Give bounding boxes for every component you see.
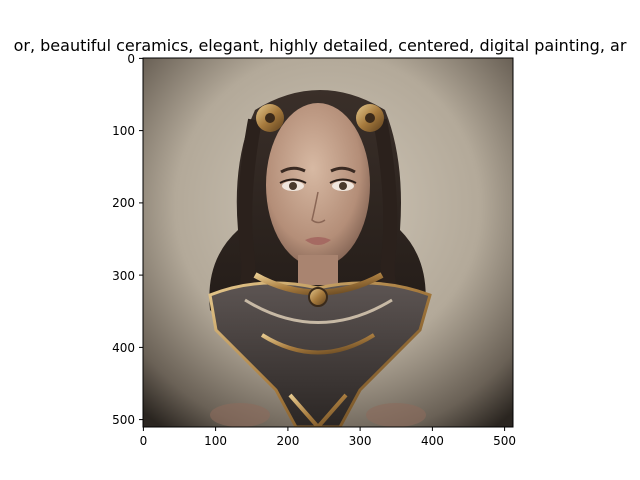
- x-tick-label: 0: [140, 434, 148, 448]
- hair-ornament-right: [356, 104, 384, 132]
- axes-frame: [142, 57, 514, 428]
- x-tick-label: 200: [276, 434, 299, 448]
- face: [266, 103, 370, 267]
- x-tick-label: 300: [349, 434, 372, 448]
- hair-ornament-left: [256, 104, 284, 132]
- x-tick-label: 500: [493, 434, 516, 448]
- y-tick-label: 200: [112, 196, 135, 210]
- x-tick-label: 400: [421, 434, 444, 448]
- portrait-image: [143, 58, 513, 427]
- y-tick-label: 100: [112, 124, 135, 138]
- collar-medallion: [308, 287, 328, 307]
- y-axis: 0 100 200 300 400 500: [112, 52, 143, 427]
- y-tick-label: 300: [112, 269, 135, 283]
- armor-collar: [208, 281, 432, 427]
- x-axis: 0 100 200 300 400 500: [140, 427, 516, 448]
- figure-title: or, beautiful ceramics, elegant, highly …: [14, 36, 627, 55]
- y-tick-label: 500: [112, 413, 135, 427]
- y-tick-label: 400: [112, 341, 135, 355]
- y-tick-label: 0: [127, 52, 135, 66]
- x-tick-label: 100: [204, 434, 227, 448]
